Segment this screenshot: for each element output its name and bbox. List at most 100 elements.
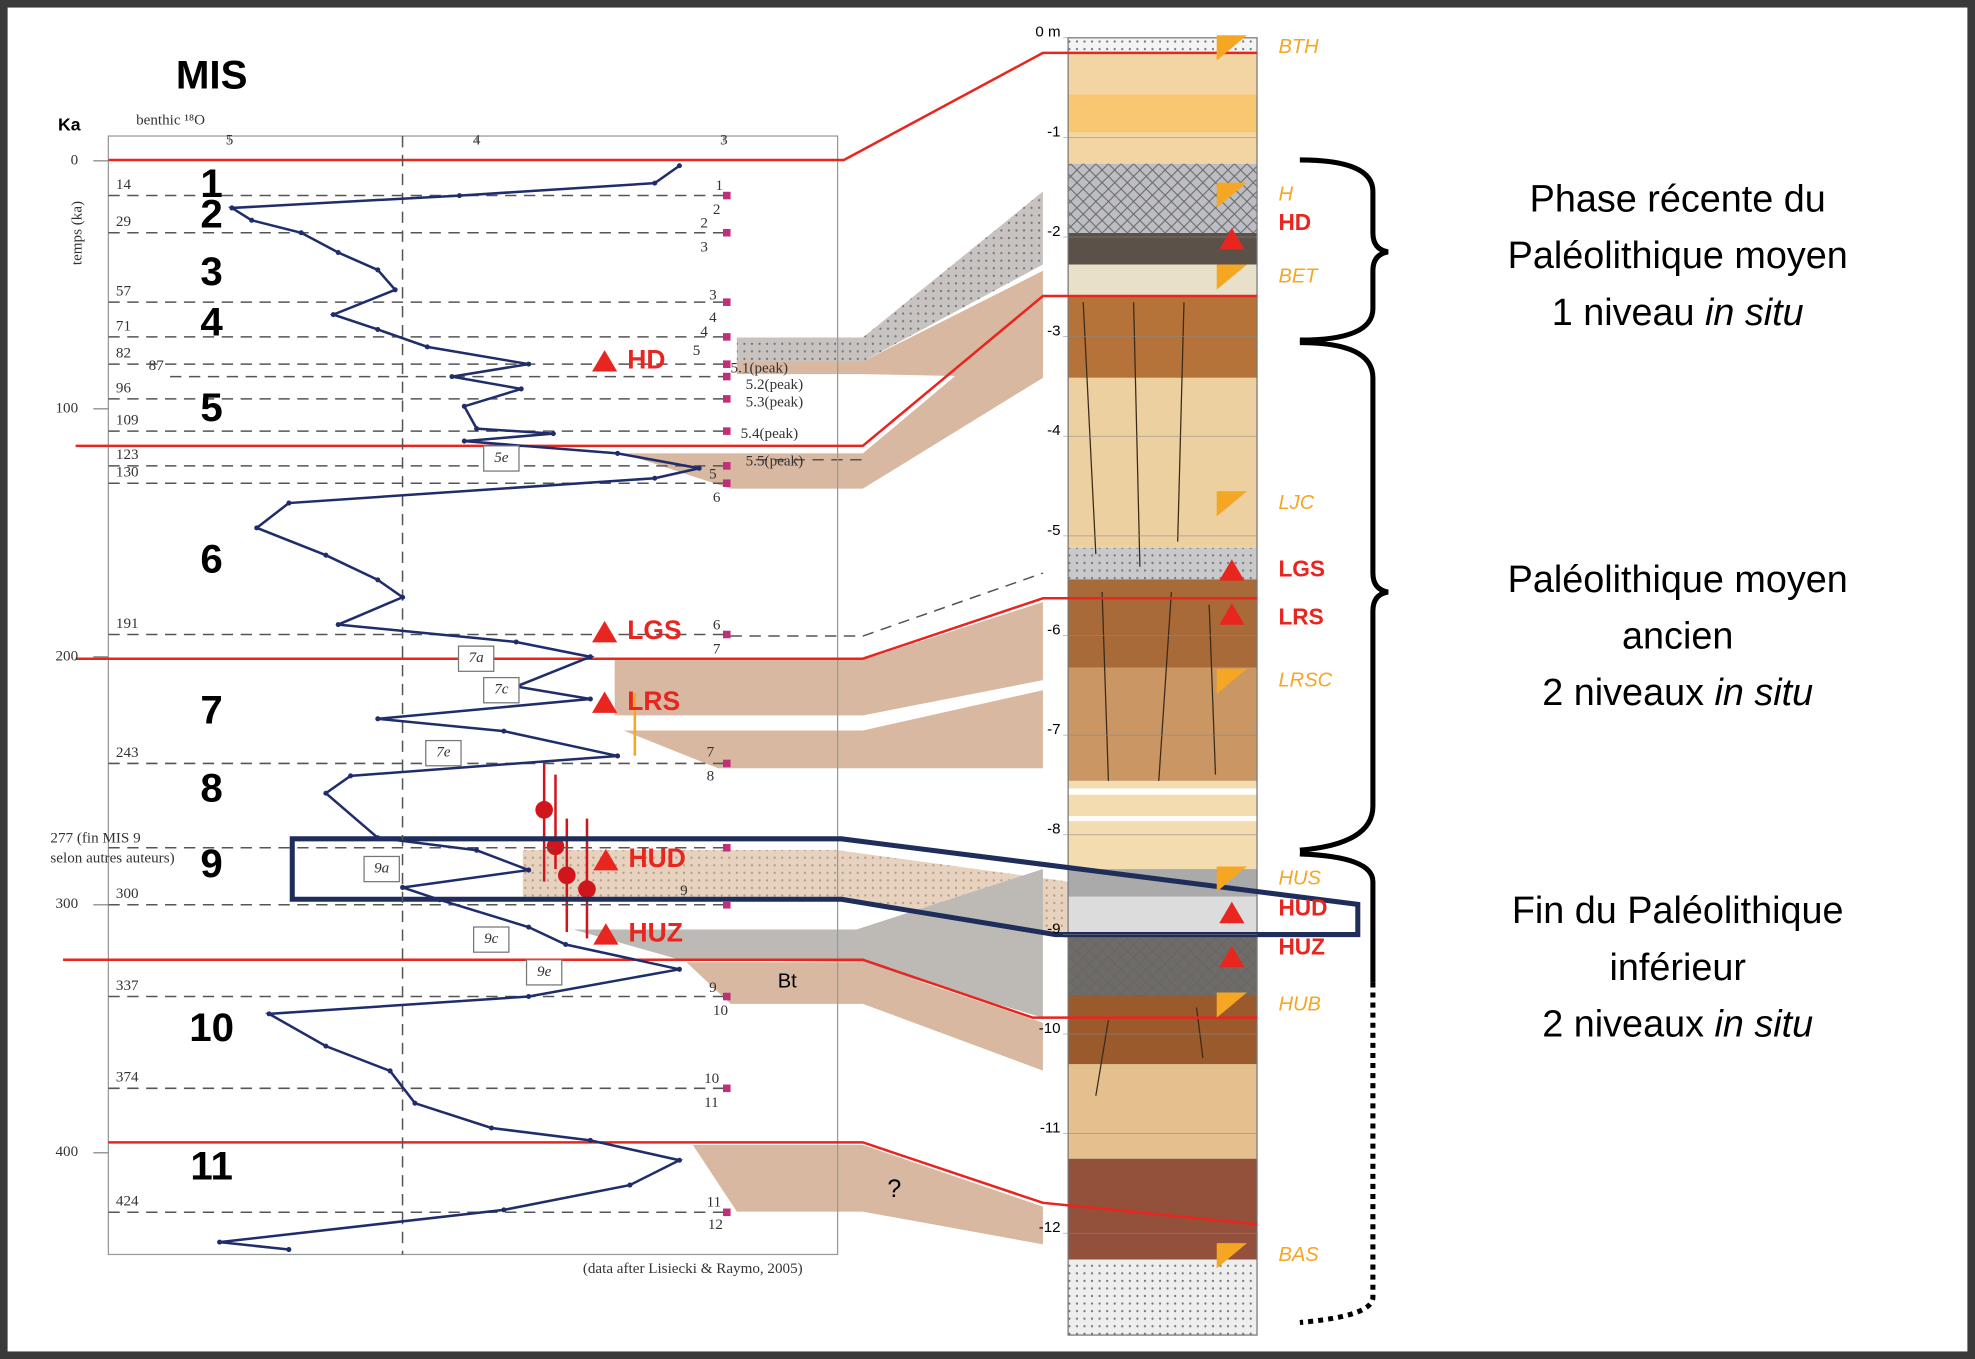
substage-box — [483, 676, 520, 704]
braces — [1299, 157, 1389, 1325]
mis-label: 3 — [200, 249, 222, 294]
band-label: Bt — [778, 971, 797, 993]
level-marker — [593, 923, 619, 945]
in-situ-label: HUD — [1278, 894, 1327, 920]
level-flag — [1216, 866, 1247, 892]
level-flag — [1216, 992, 1247, 1018]
phase-line: Paléolithique moyen — [1508, 235, 1848, 277]
boundary-square — [723, 333, 731, 341]
phase-count-italic: in situ — [1705, 292, 1804, 334]
substage-label: 1 — [715, 178, 723, 194]
level-marker — [592, 691, 618, 713]
boundary-label: 82 — [116, 346, 131, 362]
phase-line: inférieur — [1609, 947, 1745, 989]
phase-count-italic: in situ — [1714, 1003, 1813, 1045]
substage-label: 5 — [693, 343, 701, 359]
boundary-square — [723, 1084, 731, 1093]
substage-label: 4 — [709, 310, 717, 326]
boundary-label: selon autres auteurs) — [50, 851, 174, 867]
y-unit-label: Ka — [58, 115, 81, 135]
level-label: BTH — [1278, 36, 1319, 58]
y-tick-label: 100 — [55, 400, 78, 416]
in-situ-label: LRS — [1278, 603, 1323, 629]
substage-box — [525, 959, 563, 986]
substage-label: 6 — [713, 490, 721, 506]
plot-frame — [107, 135, 839, 1256]
depth-tick-label: -8 — [1047, 821, 1060, 838]
level-flag — [1216, 668, 1247, 694]
phase-count: 2 niveaux in situ — [1542, 1003, 1813, 1045]
depth-tick-label: -7 — [1047, 721, 1060, 738]
phase-line: Paléolithique moyen — [1508, 559, 1848, 601]
level-marker-label: HD — [627, 344, 665, 374]
in-situ-marker — [1219, 603, 1245, 625]
y-tick-label: 300 — [55, 896, 78, 912]
substage-box-label: 7a — [469, 650, 484, 666]
depth-tick-label: -10 — [1039, 1020, 1061, 1037]
phase-count-text: 2 niveaux — [1542, 672, 1704, 714]
depth-tick-label: -2 — [1047, 223, 1060, 240]
level-marker-label: LRS — [627, 686, 680, 716]
substage-label: 4 — [700, 324, 708, 340]
level-marker — [592, 350, 618, 372]
substage-label: 3 — [709, 287, 717, 303]
level-label: HUS — [1278, 867, 1321, 889]
phase-count-text: 1 niveau — [1552, 292, 1695, 334]
boundary-label: 96 — [116, 380, 132, 396]
in-situ-label: HD — [1278, 209, 1311, 235]
boundary-label: 29 — [116, 214, 131, 230]
substage-box-label: 5e — [494, 450, 509, 466]
substage-label: 5.3(peak) — [746, 395, 803, 411]
mis-label: 10 — [189, 1005, 234, 1050]
level-label: H — [1278, 184, 1293, 206]
level-label: BET — [1278, 265, 1319, 287]
in-situ-marker — [1219, 901, 1245, 924]
boundary-square — [723, 298, 731, 306]
substage-box-label: 7e — [436, 745, 451, 761]
boundary-square — [723, 191, 731, 200]
boundary-label: 191 — [116, 616, 139, 632]
depth-tick-label: -1 — [1047, 123, 1060, 140]
mis-label: 5 — [200, 385, 222, 430]
boundary-square — [723, 992, 731, 1001]
in-situ-marker — [1219, 227, 1245, 250]
substage-box — [483, 445, 520, 472]
boundary-label: 109 — [116, 413, 139, 429]
boundary-square — [723, 462, 731, 470]
in-situ-marker — [1219, 945, 1245, 968]
phase-line: Fin du Paléolithique — [1512, 890, 1844, 932]
level-marker — [593, 848, 619, 871]
boundary-square — [723, 360, 731, 368]
chart-title: MIS — [176, 53, 248, 98]
level-marker-label: LGS — [627, 615, 681, 645]
boundary-label: 243 — [116, 745, 139, 761]
mis-label: 6 — [200, 536, 222, 581]
substage-box — [472, 926, 510, 953]
boundary-label: 123 — [116, 447, 139, 463]
level-flag — [1216, 491, 1247, 517]
substage-box — [425, 739, 462, 767]
boundary-square — [723, 228, 731, 237]
boundary-square — [723, 395, 731, 403]
boundary-label: 300 — [116, 886, 139, 902]
substage-box — [363, 855, 400, 883]
substage-label: 7 — [707, 745, 715, 761]
substage-box-label: 9c — [484, 931, 499, 947]
substage-label: 9 — [709, 980, 717, 996]
mis-label: 2 — [200, 191, 222, 236]
phase-line: ancien — [1622, 616, 1733, 658]
level-marker-label: HUD — [629, 843, 686, 873]
depth-tick-label: -5 — [1047, 522, 1060, 539]
substage-box-label: 9e — [537, 964, 552, 980]
boundary-square — [723, 843, 731, 852]
depth-tick-label: -4 — [1047, 422, 1060, 439]
boundary-square — [723, 901, 731, 909]
boundary-square — [723, 630, 731, 639]
substage-label: 11 — [707, 1194, 722, 1210]
level-label: LRSC — [1278, 670, 1332, 692]
level-flag — [1216, 1243, 1247, 1269]
boundary-label: 130 — [116, 465, 139, 481]
substage-label: 12 — [708, 1217, 723, 1233]
y-tick-label: 400 — [55, 1144, 78, 1160]
